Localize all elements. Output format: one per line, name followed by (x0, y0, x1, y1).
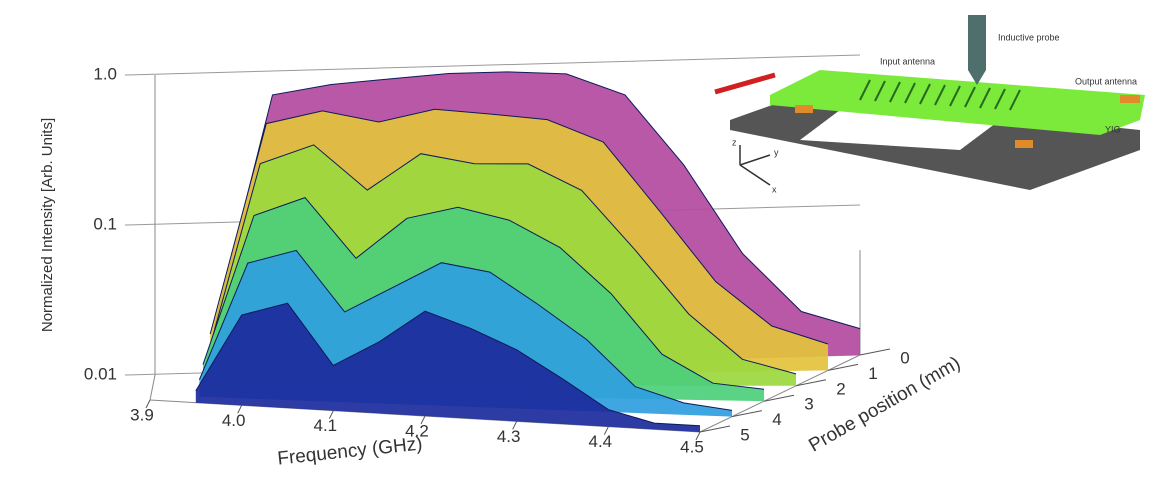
surface-line (198, 249, 733, 411)
x-tick-label: 4.5 (680, 437, 704, 456)
annotation: z (732, 137, 737, 147)
annotation: Inductive probe (998, 32, 1060, 42)
y-tick-label: 5 (740, 425, 749, 444)
stripes (859, 79, 1021, 111)
axes-icon (739, 145, 771, 186)
z-tick-label: 0.1 (93, 214, 117, 233)
x-tick (603, 426, 609, 435)
surface-fill (195, 303, 701, 432)
inset-diagram: Inductive probe Input antenna Output ant… (714, 15, 1145, 194)
z-axis-label: Normalized Intensity [Arb. Units] (39, 118, 56, 332)
surface-line (209, 108, 829, 345)
axis-line (699, 354, 861, 433)
x-tick-label: 4.0 (222, 411, 246, 430)
y-tick-label: 1 (868, 364, 877, 383)
x-tick-label: 3.9 (130, 405, 154, 424)
y-tick (763, 394, 795, 402)
annotation: y (774, 147, 779, 157)
surface-line (206, 144, 797, 375)
grid-line (124, 54, 861, 76)
pad (1015, 140, 1033, 148)
annotation: Input antenna (880, 56, 935, 66)
y-axis-label: Probe position (mm) (805, 353, 964, 457)
x-tick-label: 4.1 (314, 416, 338, 435)
probe-tip (968, 70, 986, 85)
annotation: Output antenna (1075, 76, 1137, 86)
annotation: x (772, 184, 777, 194)
y-tick-label: 4 (772, 410, 781, 429)
annotation: YIG (1105, 124, 1121, 134)
surface-line (202, 197, 765, 390)
y-tick (827, 363, 859, 371)
axis-line (149, 374, 156, 401)
pad (1120, 95, 1140, 103)
x-tick (328, 410, 334, 419)
x-tick (695, 431, 701, 441)
probe (968, 15, 986, 70)
x-axis-label: Frequency (GHz) (276, 433, 423, 469)
y-tick (859, 348, 891, 356)
yig-film (770, 70, 1145, 135)
y-tick-label: 2 (836, 379, 845, 398)
x-tick (512, 421, 518, 430)
y-tick-label: 0 (900, 348, 909, 367)
surface-line (213, 71, 861, 330)
z-tick-label: 0.01 (84, 364, 117, 383)
y-tick (699, 425, 731, 433)
y-tick (795, 379, 827, 387)
surface-line (195, 302, 701, 427)
x-tick-label: 4.2 (405, 421, 429, 440)
x-tick (237, 405, 243, 414)
y-tick (731, 410, 763, 418)
x-tick (145, 399, 151, 409)
z-tick-label: 1.0 (93, 64, 117, 83)
x-tick (420, 415, 426, 425)
pad (795, 105, 813, 113)
x-tick-label: 4.4 (589, 432, 613, 451)
x-tick-label: 4.3 (497, 427, 521, 446)
y-tick-label: 3 (804, 395, 813, 414)
arrow (714, 72, 776, 95)
